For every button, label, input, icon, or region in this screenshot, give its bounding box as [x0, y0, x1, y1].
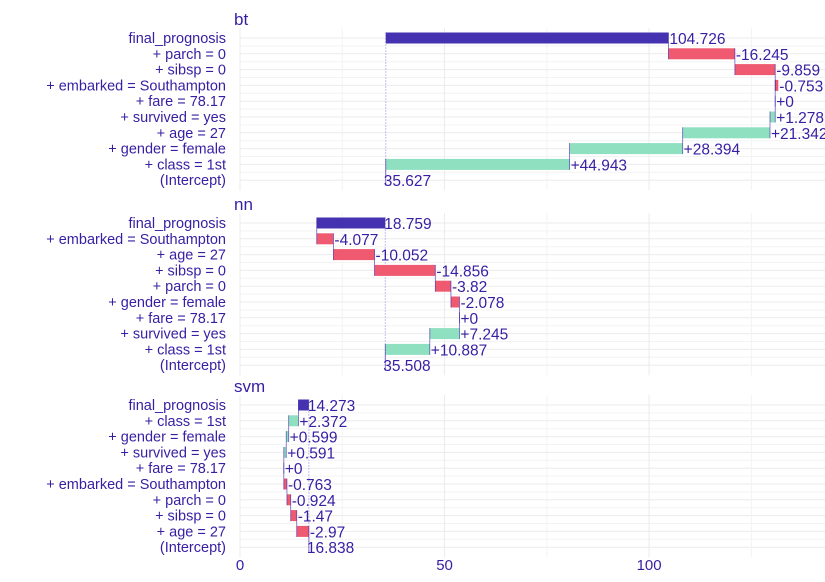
row-label: final_prognosis [128, 398, 226, 414]
row-label: + gender = female [108, 430, 226, 446]
value-label: +0 [285, 461, 303, 478]
negative-bar [286, 494, 291, 506]
positive-bar [288, 415, 299, 427]
value-label: -3.82 [452, 279, 487, 296]
value-label: +1.278 [776, 110, 824, 127]
value-label: -14.856 [436, 263, 489, 280]
positive-bar [569, 143, 683, 155]
value-label: +7.245 [460, 327, 508, 344]
value-label: +21.342 [771, 126, 825, 143]
positive-bar [385, 343, 430, 355]
value-label: -16.245 [736, 47, 789, 64]
positive-bar [283, 446, 287, 458]
row-label: final_prognosis [128, 31, 226, 47]
row-label: + fare = 78.17 [136, 311, 226, 327]
negative-bar [775, 79, 779, 91]
row-label: + class = 1st [145, 157, 226, 173]
value-label: +0.599 [290, 430, 338, 447]
row-label: + parch = 0 [153, 47, 226, 63]
row-label: + embarked = Southampton [46, 477, 226, 493]
value-label: 16.838 [307, 540, 354, 557]
value-label: +2.372 [299, 414, 347, 431]
positive-bar [769, 111, 776, 123]
negative-bar [316, 233, 334, 245]
row-label: (Intercept) [160, 358, 226, 374]
value-label: +0.591 [287, 445, 335, 462]
value-label: 14.273 [308, 398, 355, 415]
negative-bar [283, 478, 287, 490]
negative-bar [734, 64, 776, 76]
negative-bar [290, 510, 297, 522]
row-label: + class = 1st [145, 342, 226, 358]
negative-bar [296, 525, 309, 537]
row-label: + parch = 0 [153, 493, 226, 509]
negative-bar [668, 48, 735, 60]
row-label: + age = 27 [157, 524, 226, 540]
value-label: +0 [460, 311, 478, 328]
row-label: + gender = female [108, 142, 226, 158]
value-label: 104.726 [669, 31, 725, 48]
negative-bar [374, 264, 436, 276]
negative-bar [450, 296, 460, 308]
row-label: + embarked = Southampton [46, 232, 226, 248]
value-label: -1.47 [298, 509, 333, 526]
panel-title: svm [234, 377, 265, 396]
positive-bar [682, 127, 770, 139]
value-label: -0.924 [292, 493, 336, 510]
row-label: + embarked = Southampton [46, 78, 226, 94]
positive-bar [385, 158, 570, 170]
panel-title: bt [234, 10, 248, 29]
row-label: + age = 27 [157, 126, 226, 142]
prediction-bar [385, 32, 669, 44]
row-label: + class = 1st [145, 414, 226, 430]
prediction-bar [298, 399, 309, 411]
positive-bar [429, 328, 460, 340]
row-label: + age = 27 [157, 248, 226, 264]
value-label: -9.859 [776, 63, 820, 80]
panel-title: nn [234, 195, 253, 214]
row-label: + survived = yes [120, 445, 226, 461]
value-label: 35.627 [384, 173, 431, 190]
row-label: + fare = 78.17 [136, 94, 226, 110]
negative-bar [435, 280, 451, 292]
row-label: + sibsp = 0 [155, 63, 226, 79]
value-label: +10.887 [431, 342, 487, 359]
value-label: +0 [776, 94, 794, 111]
x-tick-label: 0 [236, 557, 244, 574]
row-label: final_prognosis [128, 216, 226, 232]
row-label: + fare = 78.17 [136, 461, 226, 477]
row-label: + sibsp = 0 [155, 509, 226, 525]
negative-bar [333, 249, 375, 261]
row-label: + survived = yes [120, 110, 226, 126]
row-label: + sibsp = 0 [155, 263, 226, 279]
value-label: 35.508 [383, 358, 430, 375]
row-label: (Intercept) [160, 540, 226, 556]
value-label: -10.052 [376, 248, 429, 265]
value-label: -0.753 [779, 78, 823, 95]
row-label: + parch = 0 [153, 279, 226, 295]
value-label: +44.943 [571, 157, 627, 174]
row-label: + survived = yes [120, 327, 226, 343]
prediction-bar [316, 217, 386, 229]
x-tick-label: 100 [637, 557, 662, 574]
x-tick-label: 50 [436, 557, 453, 574]
value-label: -2.97 [310, 524, 345, 541]
value-label: -0.763 [288, 477, 332, 494]
value-label: -4.077 [334, 232, 378, 249]
value-label: 18.759 [384, 216, 431, 233]
row-label: (Intercept) [160, 173, 226, 189]
row-label: + gender = female [108, 295, 226, 311]
value-label: -2.078 [460, 295, 504, 312]
value-label: +28.394 [684, 142, 741, 159]
positive-bar [286, 431, 289, 443]
